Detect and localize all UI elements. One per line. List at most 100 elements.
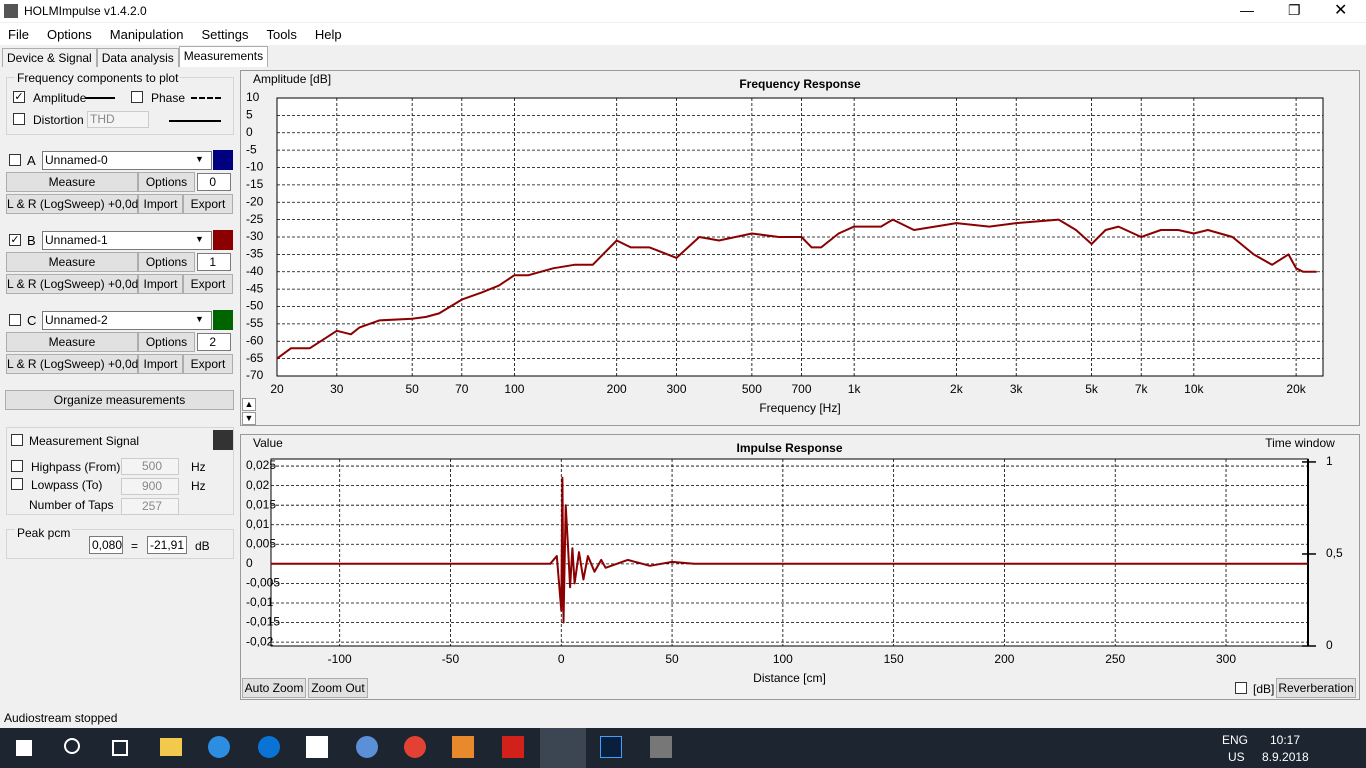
start-button[interactable] (16, 740, 32, 756)
measurement-check[interactable]: ✓ (9, 234, 21, 246)
task-view[interactable] (112, 740, 128, 756)
export-button[interactable]: Export (183, 274, 233, 294)
options-button[interactable]: Options (138, 252, 195, 272)
y-tick-label: 0,015 (246, 497, 276, 511)
menu-item[interactable]: File (8, 27, 29, 42)
measurement-group: A Unnamed-0 ▼ Measure Options 0 L & R (LogSwee… (5, 148, 235, 218)
lowpass-check[interactable] (11, 478, 23, 490)
x-tick-label: 0 (558, 652, 565, 666)
import-button[interactable]: Import (138, 194, 183, 214)
search-button[interactable] (64, 738, 80, 754)
measurement-color[interactable] (213, 230, 233, 250)
ie-icon[interactable] (208, 736, 230, 758)
export-button[interactable]: Export (183, 194, 233, 214)
components-group: Frequency components to plot ✓ Amplitude… (6, 71, 234, 135)
pdf-icon[interactable] (502, 736, 524, 758)
index-spin[interactable]: 1 (197, 253, 231, 271)
dropdown-arrow[interactable]: ▼ (195, 234, 204, 244)
plot-area (270, 458, 1309, 647)
import-button[interactable]: Import (138, 354, 183, 374)
options-button[interactable]: Options (138, 332, 195, 352)
clock-date[interactable]: 8.9.2018 (1262, 750, 1309, 764)
measurement-check[interactable] (9, 154, 21, 166)
phase-check[interactable] (131, 91, 143, 103)
measurement-color[interactable] (213, 150, 233, 170)
minimize[interactable]: — (1240, 2, 1254, 18)
dropdown-arrow[interactable]: ▼ (195, 154, 204, 164)
menu-item[interactable]: Help (314, 27, 342, 42)
expand-down[interactable]: ▼ (242, 412, 256, 425)
menu-item[interactable]: Tools (266, 27, 297, 42)
measure-button[interactable]: Measure (6, 252, 138, 272)
ps-icon[interactable] (600, 736, 622, 758)
auto-zoom-button[interactable]: Auto Zoom (242, 678, 306, 698)
x-tick-label: -100 (328, 652, 352, 666)
distortion-check[interactable] (13, 113, 25, 125)
tab[interactable]: Measurements (178, 46, 269, 67)
holm-task[interactable] (540, 728, 586, 768)
measurement-check[interactable] (9, 314, 21, 326)
peak-group: Peak pcm 0,080 = -21,91 dB (6, 526, 234, 559)
zoom-out-button[interactable]: Zoom Out (308, 678, 368, 698)
measurement-name[interactable]: Unnamed-0 (42, 151, 212, 170)
x-tick-label: 70 (455, 382, 469, 396)
y-tick-label: 0 (246, 556, 253, 570)
y2-tick-label: 1 (1326, 454, 1333, 468)
hz-label: Hz (191, 460, 206, 474)
signal-label: L & R (LogSweep) +0,0dB (6, 194, 146, 214)
y-tick-label: -65 (246, 351, 264, 365)
index-spin[interactable]: 0 (197, 173, 231, 191)
signal-color[interactable] (213, 430, 233, 450)
x-tick-label: 300 (1216, 652, 1236, 666)
lowpass-value: 900 (121, 478, 179, 495)
app-icon-2[interactable] (452, 736, 474, 758)
index-spin[interactable]: 2 (197, 333, 231, 351)
clock-time[interactable]: 10:17 (1270, 733, 1301, 747)
hz-label: Hz (191, 479, 206, 493)
y-tick-label: -60 (246, 333, 264, 347)
export-button[interactable]: Export (183, 354, 233, 374)
y2-tick-label: 0 (1326, 638, 1333, 652)
menu-item[interactable]: Manipulation (109, 27, 184, 42)
y-tick-label: -25 (246, 212, 264, 226)
peak-label: Peak pcm (15, 526, 73, 540)
tab[interactable]: Data analysis (96, 48, 179, 67)
phase-line (191, 97, 221, 99)
x-tick-label: 150 (884, 652, 904, 666)
region[interactable]: US (1228, 750, 1245, 764)
y-tick-label: -50 (246, 299, 264, 313)
measurement-name[interactable]: Unnamed-1 (42, 231, 212, 250)
restore[interactable]: ❐ (1288, 2, 1301, 18)
measurement-name[interactable]: Unnamed-2 (42, 311, 212, 330)
edge-icon[interactable] (258, 736, 280, 758)
x-tick-label: 200 (994, 652, 1014, 666)
signal-check[interactable] (11, 434, 23, 446)
dropbox-icon[interactable] (306, 736, 328, 758)
amplitude-check[interactable]: ✓ (13, 91, 25, 103)
x-tick-label: 250 (1105, 652, 1125, 666)
chromium-icon[interactable] (356, 736, 378, 758)
measure-button[interactable]: Measure (6, 172, 138, 192)
menu-item[interactable]: Options (46, 27, 92, 42)
signal-label: L & R (LogSweep) +0,0dB (6, 354, 146, 374)
highpass-check[interactable] (11, 460, 23, 472)
tab[interactable]: Device & Signal (2, 48, 97, 67)
menu-item[interactable]: Settings (201, 27, 249, 42)
measurement-color[interactable] (213, 310, 233, 330)
close[interactable]: ✕ (1334, 2, 1348, 19)
y2-axis-label: Time window (1265, 436, 1335, 450)
chrome-icon[interactable] (404, 736, 426, 758)
reverberation-button[interactable]: Reverberation (1276, 678, 1356, 698)
expand-up[interactable]: ▲ (242, 398, 256, 411)
y-tick-label: -0,015 (246, 615, 280, 629)
measure-button[interactable]: Measure (6, 332, 138, 352)
camera-icon[interactable] (650, 736, 672, 758)
import-button[interactable]: Import (138, 274, 183, 294)
options-button[interactable]: Options (138, 172, 195, 192)
lang[interactable]: ENG (1222, 733, 1249, 747)
dropdown-arrow[interactable]: ▼ (195, 314, 204, 324)
db-check[interactable] (1235, 682, 1247, 694)
explorer-icon[interactable] (160, 738, 182, 756)
organize-button[interactable]: Organize measurements (5, 390, 234, 410)
